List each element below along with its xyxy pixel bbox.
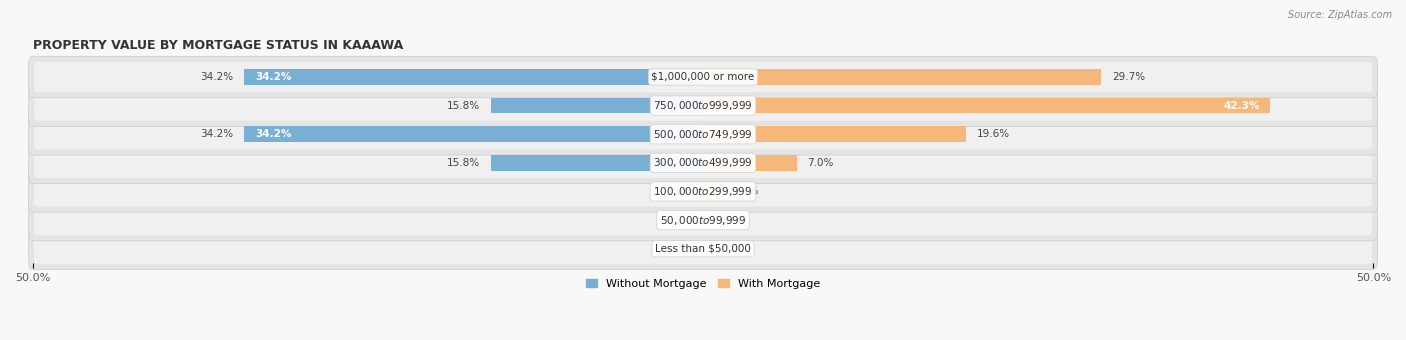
FancyBboxPatch shape bbox=[28, 56, 1378, 98]
Text: 0.0%: 0.0% bbox=[666, 244, 692, 254]
Text: 15.8%: 15.8% bbox=[447, 101, 481, 111]
Text: 7.0%: 7.0% bbox=[807, 158, 834, 168]
Text: 15.8%: 15.8% bbox=[447, 158, 481, 168]
Bar bbox=[703, 184, 721, 199]
Text: Source: ZipAtlas.com: Source: ZipAtlas.com bbox=[1288, 10, 1392, 20]
Bar bbox=[703, 126, 966, 142]
Bar bbox=[245, 69, 703, 85]
FancyBboxPatch shape bbox=[34, 234, 1372, 264]
Bar bbox=[703, 155, 797, 171]
FancyBboxPatch shape bbox=[34, 90, 1372, 121]
Text: 0.0%: 0.0% bbox=[714, 244, 740, 254]
FancyBboxPatch shape bbox=[28, 142, 1378, 184]
Text: $300,000 to $499,999: $300,000 to $499,999 bbox=[654, 156, 752, 169]
Text: $1,000,000 or more: $1,000,000 or more bbox=[651, 72, 755, 82]
FancyBboxPatch shape bbox=[34, 62, 1372, 92]
Text: 34.2%: 34.2% bbox=[201, 72, 233, 82]
Text: $750,000 to $999,999: $750,000 to $999,999 bbox=[654, 99, 752, 112]
Bar bbox=[703, 98, 1270, 114]
Text: 0.0%: 0.0% bbox=[714, 215, 740, 225]
Text: 34.2%: 34.2% bbox=[256, 72, 291, 82]
FancyBboxPatch shape bbox=[28, 171, 1378, 212]
Text: 34.2%: 34.2% bbox=[256, 129, 291, 139]
Text: 0.0%: 0.0% bbox=[666, 186, 692, 197]
Text: 1.4%: 1.4% bbox=[733, 186, 759, 197]
Text: Less than $50,000: Less than $50,000 bbox=[655, 244, 751, 254]
Bar bbox=[703, 69, 1101, 85]
Text: $100,000 to $299,999: $100,000 to $299,999 bbox=[654, 185, 752, 198]
Text: 34.2%: 34.2% bbox=[201, 129, 233, 139]
FancyBboxPatch shape bbox=[34, 119, 1372, 150]
Text: 19.6%: 19.6% bbox=[977, 129, 1010, 139]
FancyBboxPatch shape bbox=[28, 85, 1378, 126]
FancyBboxPatch shape bbox=[34, 205, 1372, 235]
Text: $500,000 to $749,999: $500,000 to $749,999 bbox=[654, 128, 752, 141]
Text: 29.7%: 29.7% bbox=[1112, 72, 1144, 82]
FancyBboxPatch shape bbox=[28, 199, 1378, 241]
Legend: Without Mortgage, With Mortgage: Without Mortgage, With Mortgage bbox=[582, 274, 824, 293]
Text: 0.0%: 0.0% bbox=[666, 215, 692, 225]
Text: $50,000 to $99,999: $50,000 to $99,999 bbox=[659, 214, 747, 226]
FancyBboxPatch shape bbox=[34, 148, 1372, 178]
FancyBboxPatch shape bbox=[34, 176, 1372, 207]
FancyBboxPatch shape bbox=[28, 228, 1378, 270]
Bar bbox=[491, 98, 703, 114]
Bar bbox=[245, 126, 703, 142]
FancyBboxPatch shape bbox=[28, 114, 1378, 155]
Bar bbox=[491, 155, 703, 171]
Text: 42.3%: 42.3% bbox=[1223, 101, 1260, 111]
Text: PROPERTY VALUE BY MORTGAGE STATUS IN KAAAWA: PROPERTY VALUE BY MORTGAGE STATUS IN KAA… bbox=[32, 39, 404, 52]
